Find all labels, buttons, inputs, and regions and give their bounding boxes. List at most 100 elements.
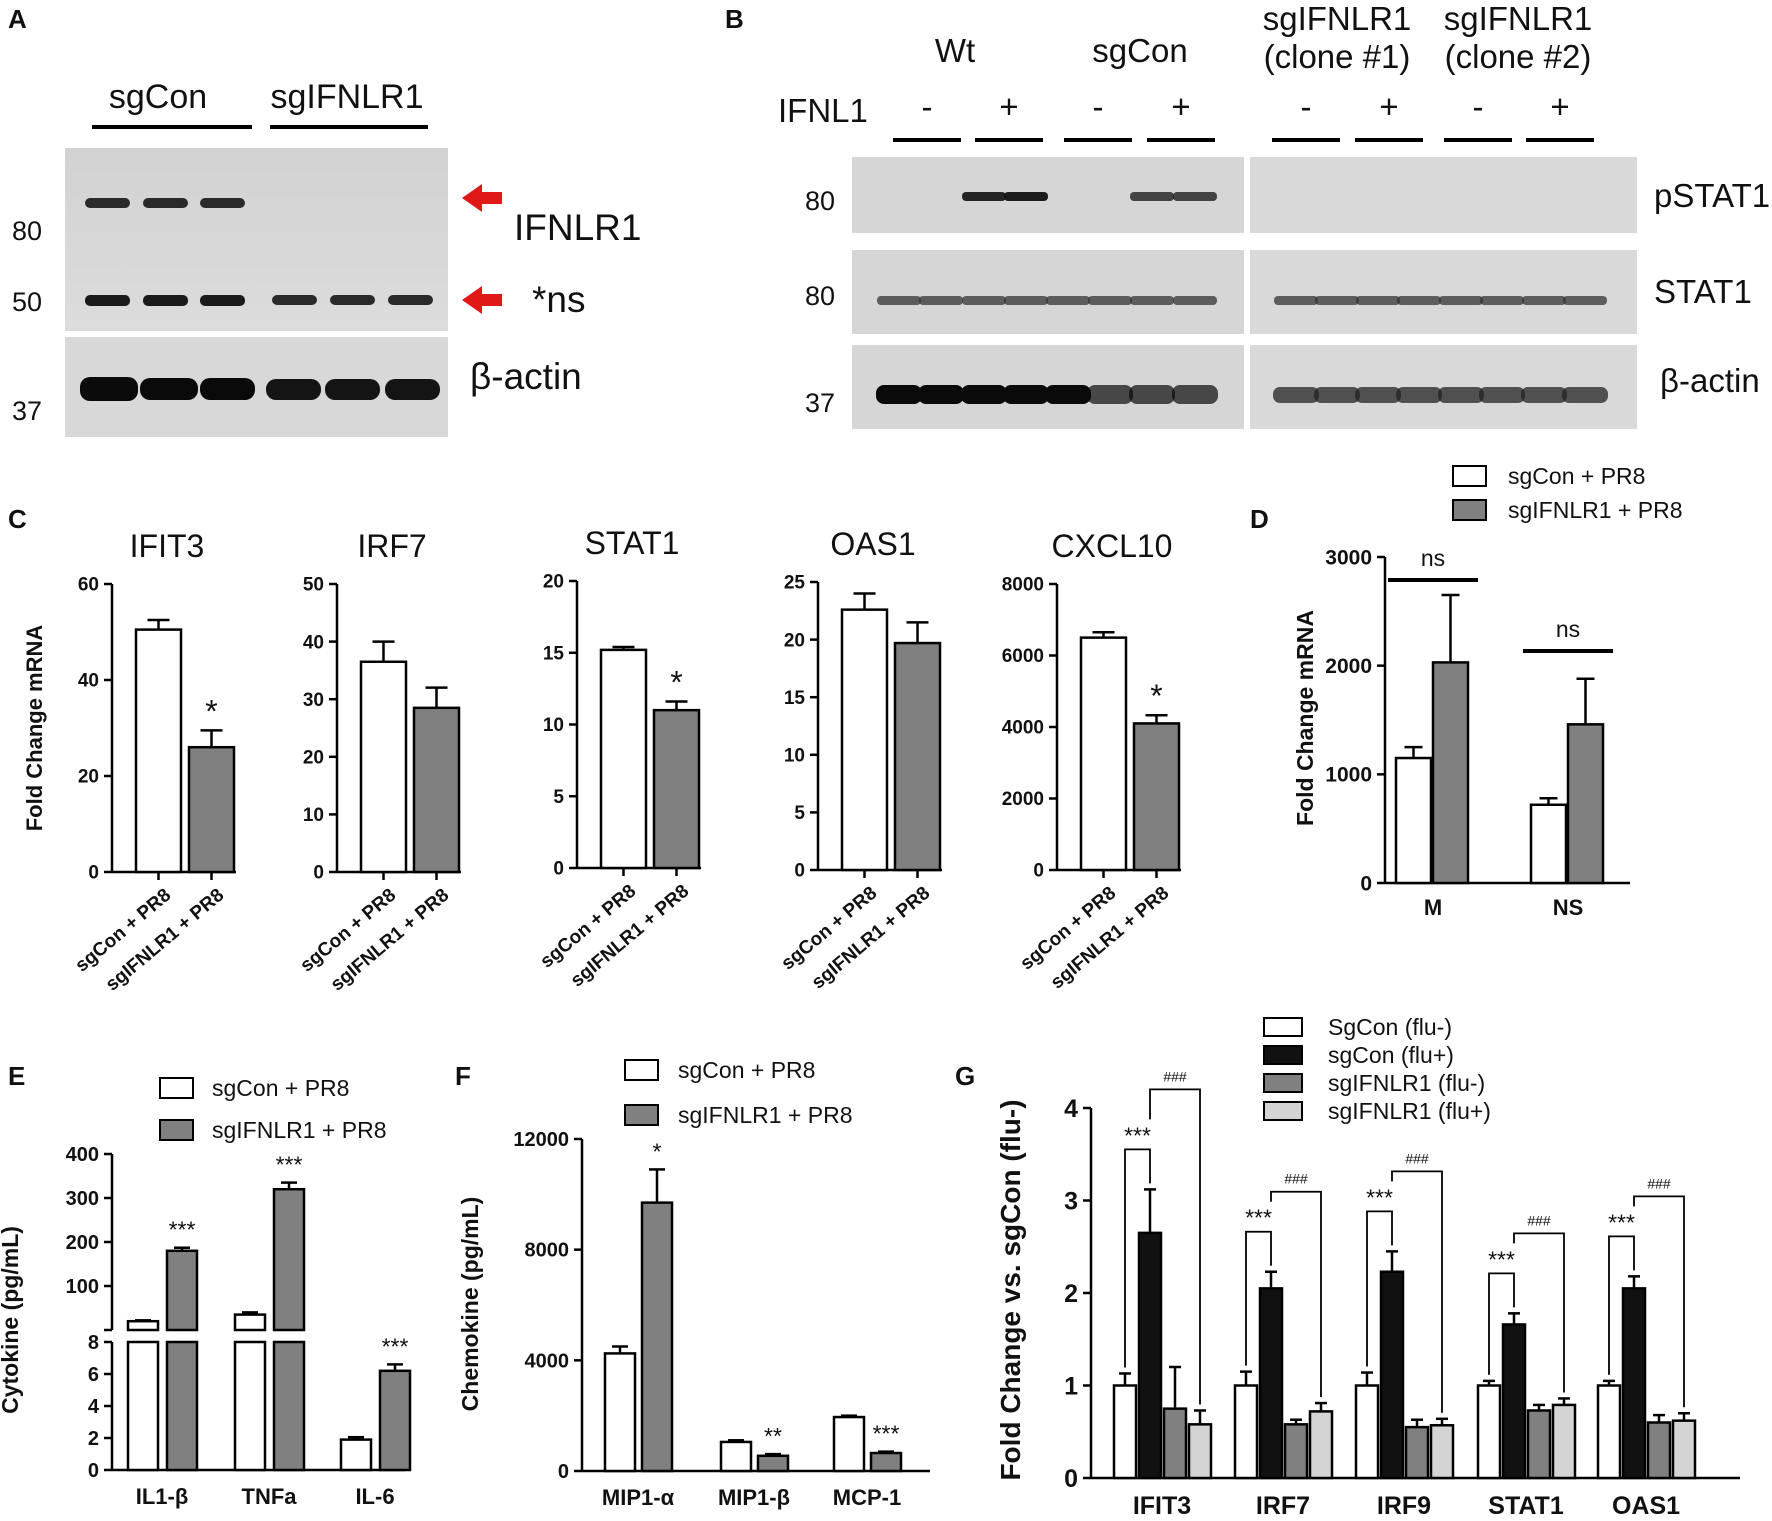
significance-bracket bbox=[1488, 1272, 1515, 1375]
blot-b-band bbox=[1173, 296, 1217, 305]
bar bbox=[1596, 1384, 1622, 1480]
bar bbox=[339, 1438, 373, 1472]
bar bbox=[1501, 1323, 1527, 1480]
significance-label: ns bbox=[1556, 616, 1580, 642]
legend-label: sgCon + PR8 bbox=[212, 1075, 349, 1101]
blot-a-band-label: β-actin bbox=[470, 356, 582, 397]
x-tick-label: MIP1-β bbox=[718, 1485, 790, 1510]
legend-label: sgIFNLR1 (flu-) bbox=[1328, 1070, 1485, 1096]
significance-label: ** bbox=[764, 1423, 782, 1449]
x-tick-label: IFIT3 bbox=[1133, 1492, 1191, 1520]
legend-swatch bbox=[159, 1077, 194, 1099]
legend-label: sgCon (flu+) bbox=[1328, 1042, 1454, 1068]
y-tick-label: 6 bbox=[88, 1364, 99, 1386]
chart-f: 0 4000 8000 12000 Chemokine (pg/mL) * MIP1-α **… bbox=[457, 1057, 930, 1510]
legend-swatch bbox=[159, 1119, 194, 1141]
blot-b-band bbox=[1522, 296, 1566, 305]
blot-b-band bbox=[1045, 385, 1091, 404]
x-tick-label: IL-6 bbox=[355, 1484, 394, 1509]
significance-bracket bbox=[1149, 1088, 1201, 1405]
y-tick-label: 2 bbox=[88, 1428, 99, 1450]
bar bbox=[1233, 1384, 1259, 1480]
blot-b-band bbox=[1274, 296, 1318, 305]
blot-b-band bbox=[1396, 387, 1442, 403]
chart-title: OAS1 bbox=[830, 526, 915, 562]
y-tick-label: 12000 bbox=[513, 1129, 569, 1151]
y-tick-label: 6000 bbox=[1002, 646, 1044, 667]
y-tick-label: 15 bbox=[543, 643, 565, 664]
blot-b-treatment-mark: + bbox=[1171, 88, 1190, 125]
x-tick-label: IRF9 bbox=[1377, 1492, 1431, 1520]
y-tick-label: 0 bbox=[558, 1461, 569, 1483]
y-tick-label: 40 bbox=[303, 632, 324, 653]
significance-label: *** bbox=[873, 1421, 900, 1447]
y-tick-label: 20 bbox=[303, 747, 324, 768]
blot-a-band bbox=[140, 378, 198, 400]
blot-b-band bbox=[1004, 296, 1048, 305]
y-axis-label: Cytokine (pg/mL) bbox=[0, 1226, 23, 1414]
y-tick-label: 0 bbox=[794, 861, 805, 882]
blot-a-group-label: sgIFNLR1 bbox=[270, 78, 423, 116]
blot-b-membrane bbox=[852, 250, 1244, 334]
chart-title: IRF7 bbox=[357, 528, 426, 564]
blot-b-membrane bbox=[1250, 157, 1637, 233]
panel-letter-g: G bbox=[955, 1061, 975, 1091]
blot-b-band-label: pSTAT1 bbox=[1654, 177, 1770, 214]
blot-b-band bbox=[1355, 387, 1401, 403]
bar bbox=[412, 706, 461, 874]
significance-label: ns bbox=[1421, 545, 1445, 571]
y-tick-label: 60 bbox=[78, 575, 99, 596]
chart-d: 0 1000 2000 3000 Fold Change mRNA Mns NS ns sgCo… bbox=[1292, 463, 1683, 920]
bar bbox=[1429, 1424, 1455, 1480]
y-tick-label: 20 bbox=[78, 767, 99, 788]
blot-a-band bbox=[85, 295, 130, 306]
chart-title: STAT1 bbox=[585, 525, 680, 561]
blot-b-treatment-mark: + bbox=[1379, 88, 1398, 125]
significance-label: * bbox=[205, 693, 217, 729]
blot-b-band-label: β-actin bbox=[1660, 362, 1760, 399]
blot-b-band bbox=[1438, 387, 1484, 403]
y-axis-label: Fold Change mRNA bbox=[22, 625, 47, 832]
bar bbox=[603, 1352, 637, 1473]
significance-label: * bbox=[1150, 678, 1162, 714]
significance-bracket bbox=[1270, 1190, 1322, 1398]
blot-b-band bbox=[1172, 385, 1218, 404]
blot-b-treatment-mark: + bbox=[1550, 88, 1569, 125]
panel-letter-f: F bbox=[455, 1061, 471, 1091]
blot-b-group-label: (clone #2) bbox=[1445, 38, 1592, 75]
blot-b-mw-marker: 80 bbox=[805, 186, 835, 216]
blot-b-band bbox=[1004, 192, 1048, 201]
legend-swatch bbox=[624, 1104, 659, 1126]
y-tick-label: 8000 bbox=[525, 1240, 570, 1262]
y-tick-label: 4 bbox=[1064, 1095, 1078, 1123]
y-tick-label: 25 bbox=[784, 573, 806, 594]
blot-a-band bbox=[325, 379, 380, 400]
blot-b-group-label: (clone #1) bbox=[1264, 38, 1411, 75]
significance-label: *** bbox=[1366, 1184, 1393, 1210]
bar bbox=[126, 1319, 160, 1332]
y-tick-label: 300 bbox=[66, 1188, 99, 1210]
y-axis-label: Fold Change vs. sgCon (flu-) bbox=[995, 1099, 1026, 1480]
y-tick-label: 30 bbox=[303, 690, 324, 711]
significance-label: *** bbox=[1488, 1246, 1515, 1272]
legend-label: sgCon + PR8 bbox=[678, 1057, 815, 1083]
bar bbox=[869, 1451, 903, 1473]
red-arrow-icon bbox=[462, 286, 502, 314]
blot-a-band bbox=[272, 295, 317, 305]
blot-b-band bbox=[919, 296, 963, 305]
bar bbox=[1526, 1409, 1552, 1480]
bar bbox=[1079, 636, 1128, 872]
y-tick-label: 2 bbox=[1064, 1280, 1078, 1308]
panel-letter-d: D bbox=[1250, 504, 1269, 534]
blot-b-band bbox=[962, 192, 1006, 201]
bar bbox=[378, 1369, 412, 1472]
blot-b-band bbox=[1130, 192, 1174, 201]
x-tick-label: STAT1 bbox=[1488, 1492, 1564, 1520]
significance-label: *** bbox=[1608, 1209, 1635, 1235]
significance-label: ### bbox=[1284, 1171, 1308, 1187]
